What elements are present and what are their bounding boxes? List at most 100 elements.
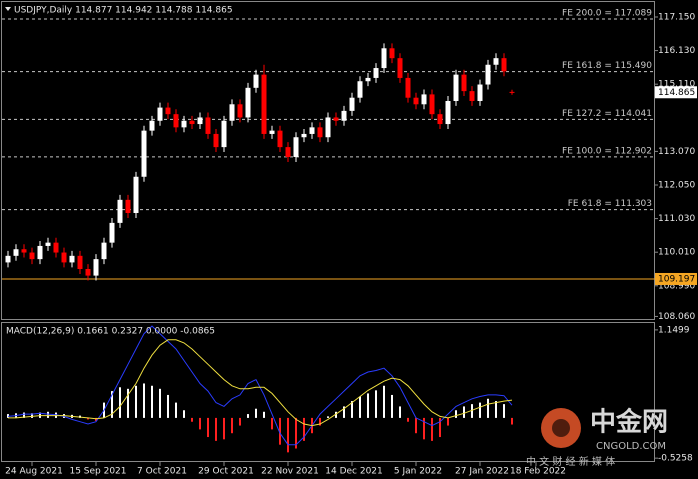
candle-body — [509, 91, 515, 93]
candle-body — [437, 114, 443, 125]
histogram-bar — [303, 417, 305, 441]
candle-body — [325, 117, 331, 138]
logo-site: CNGOLD.COM — [596, 441, 666, 452]
candle-body — [61, 252, 67, 263]
histogram-bar — [423, 417, 425, 440]
candle-body — [37, 245, 43, 260]
candle-body — [341, 110, 347, 121]
histogram-bar — [359, 396, 361, 418]
candle-body — [85, 269, 91, 276]
histogram-bar — [231, 417, 233, 434]
candle-body — [21, 249, 27, 253]
support-label: 109.197 — [658, 274, 695, 284]
level-label: FE 61.8 = 111.303 — [568, 199, 652, 209]
marks: 117.150 116.130 115.110 113.070 112.050 111.0… — [2, 9, 697, 477]
x-tick-label: 7 Oct 2021 — [137, 467, 187, 477]
y-tick-label: 112.050 — [658, 181, 695, 191]
histogram-bar — [287, 417, 289, 453]
chart-title: USDJPY,Daily 114.877 114.942 114.788 114… — [14, 6, 233, 16]
candle-body — [309, 127, 315, 134]
histogram-bar — [407, 417, 409, 422]
candle-body — [237, 104, 243, 118]
x-tick-label: 5 Jan 2022 — [394, 467, 442, 477]
x-tick-label: 27 Jan 2022 — [455, 467, 509, 477]
candle-body — [101, 242, 107, 260]
histogram-bar — [343, 406, 345, 418]
level-label: FE 161.8 = 115.490 — [562, 61, 652, 71]
y-tick-label: -0.5258 — [658, 454, 693, 464]
histogram-bar — [143, 383, 145, 418]
candle-body — [197, 117, 203, 125]
candle-body — [501, 58, 507, 72]
macd-line — [8, 339, 513, 427]
histogram-bar — [87, 417, 89, 420]
histogram-bar — [279, 417, 281, 445]
candle-body — [301, 133, 307, 138]
candle-body — [253, 74, 259, 88]
logo-slogan: 中 文 财 经 新 媒 体 — [526, 455, 615, 468]
histogram-bar — [319, 417, 321, 426]
histogram-bar — [255, 408, 257, 418]
logo-name: 中金网 — [590, 407, 668, 438]
candle-body — [45, 242, 51, 246]
histogram-bar — [151, 385, 153, 418]
histogram-bar — [23, 412, 25, 418]
histogram-bar — [207, 417, 209, 438]
candle-body — [445, 100, 451, 125]
candle-body — [133, 176, 139, 214]
x-tick-label: 29 Oct 2021 — [198, 467, 254, 477]
candle-body — [165, 107, 171, 115]
candle-body — [181, 120, 187, 128]
histogram-bar — [367, 393, 369, 418]
candle-body — [269, 130, 275, 134]
candle-body — [477, 84, 483, 101]
candle-body — [357, 81, 363, 98]
candle-body — [53, 242, 59, 253]
y-tick-label: 108.060 — [658, 312, 695, 322]
histogram-bar — [447, 417, 449, 426]
candle-body — [317, 127, 323, 138]
histogram-bar — [335, 411, 337, 418]
histogram-bar — [111, 391, 113, 418]
candle-body — [453, 74, 459, 101]
candle-body — [221, 120, 227, 148]
candle-body — [285, 147, 291, 157]
candle-body — [293, 137, 299, 157]
candle-body — [109, 222, 115, 243]
candle-body — [405, 77, 411, 98]
candle-body — [93, 259, 99, 276]
histogram-bar — [119, 387, 121, 418]
histogram-bar — [471, 404, 473, 418]
histogram-bar — [247, 414, 249, 418]
y-tick-label: 113.070 — [658, 147, 695, 157]
y-tick-label: 110.010 — [658, 248, 695, 258]
histogram-bar — [127, 388, 129, 418]
histogram-bar — [295, 417, 297, 449]
histogram-bar — [391, 394, 393, 418]
x-tick-label: 14 Dec 2021 — [325, 467, 383, 477]
candle-body — [125, 199, 131, 214]
y-tick-label: 1.1499 — [658, 325, 690, 335]
candle-body — [29, 252, 35, 260]
level-label: FE 127.2 = 114.041 — [562, 109, 652, 119]
candle-body — [213, 133, 219, 148]
candle-body — [365, 77, 371, 82]
candle-body — [245, 87, 251, 118]
candle-body — [229, 104, 235, 121]
histogram-bar — [479, 402, 481, 418]
candle-body — [373, 68, 379, 78]
histogram-bar — [167, 394, 169, 418]
y-tick-label: 117.150 — [658, 12, 695, 22]
y-tick-label: 111.030 — [658, 214, 695, 224]
candle-body — [5, 255, 11, 263]
histogram-bar — [199, 417, 201, 430]
histogram-bar — [159, 388, 161, 418]
histogram-bar — [223, 417, 225, 440]
histogram-bar — [439, 417, 441, 438]
last-price-tag — [655, 86, 697, 99]
candle-body — [413, 97, 419, 105]
candle-body — [461, 74, 467, 92]
menu-arrow[interactable] — [5, 7, 11, 11]
candle-body — [141, 130, 147, 177]
